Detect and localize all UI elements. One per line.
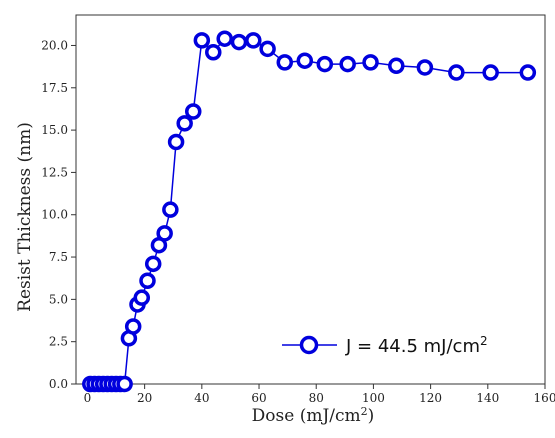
- y-tick-label: 20.0: [41, 38, 68, 52]
- data-point: [448, 64, 465, 81]
- legend-label-sup: 2: [480, 334, 488, 348]
- x-tick-label: 100: [362, 391, 385, 405]
- y-tick-label: 5.0: [49, 292, 68, 306]
- x-tick-label: 0: [84, 391, 92, 405]
- y-tick-label: 12.5: [41, 165, 68, 179]
- data-point: [205, 43, 222, 61]
- data-point: [156, 225, 173, 242]
- data-point: [416, 59, 434, 76]
- data-point: [362, 54, 379, 71]
- x-tick-label: 60: [251, 391, 266, 405]
- x-axis-title-close: ): [368, 406, 375, 426]
- x-tick-label: 120: [419, 391, 442, 405]
- data-point: [124, 318, 142, 335]
- data-point: [339, 55, 356, 73]
- data-point: [276, 54, 294, 71]
- x-axis-title-sup: 2: [361, 405, 368, 418]
- data-point: [519, 64, 537, 81]
- data-point: [482, 64, 499, 81]
- x-tick-label: 40: [194, 391, 209, 405]
- data-point: [259, 40, 276, 58]
- x-tick-label: 80: [309, 391, 324, 405]
- data-point: [133, 289, 151, 306]
- y-tick-label: 17.5: [41, 81, 68, 95]
- data-point: [388, 57, 405, 75]
- data-point: [316, 55, 334, 73]
- legend: J = 44.5 mJ/cm2: [282, 334, 488, 357]
- y-tick-label: 10.0: [41, 208, 68, 222]
- y-tick-label: 0.0: [49, 377, 68, 391]
- y-tick-label: 2.5: [49, 335, 68, 349]
- data-point: [167, 133, 185, 151]
- x-axis-title-main: Dose (mJ/cm: [252, 406, 361, 426]
- series-layer: [82, 30, 537, 393]
- data-point: [144, 255, 162, 273]
- legend-label-text: J = 44.5 mJ/cm: [345, 336, 480, 357]
- plot-area: [75, 14, 546, 385]
- data-point: [176, 115, 193, 132]
- x-axis-title: Dose (mJ/cm2): [252, 405, 375, 427]
- data-point: [185, 103, 202, 120]
- data-point: [245, 32, 262, 49]
- data-point: [216, 30, 233, 47]
- data-point: [193, 32, 211, 49]
- data-point: [162, 201, 179, 218]
- x-tick-label: 160: [534, 391, 555, 405]
- data-point: [116, 375, 133, 393]
- y-tick-label: 15.0: [41, 123, 68, 137]
- x-tick-label: 20: [137, 391, 152, 405]
- y-axis-ticks: 0.0 2.5 5.0 7.5 10.0 12.5 15.0 17.5 20.0: [41, 38, 76, 391]
- legend-marker: [299, 335, 319, 355]
- x-tick-label: 140: [476, 391, 499, 405]
- legend-label: J = 44.5 mJ/cm2: [345, 334, 488, 357]
- y-tick-label: 7.5: [49, 250, 68, 264]
- data-point: [230, 33, 248, 51]
- y-axis-title: Resist Thickness (nm): [15, 122, 35, 312]
- plot-frame: [75, 14, 546, 385]
- data-point: [139, 272, 156, 289]
- x-axis-ticks: 0 20 40 60 80 100 120 140 160: [84, 384, 555, 405]
- data-point: [296, 52, 314, 69]
